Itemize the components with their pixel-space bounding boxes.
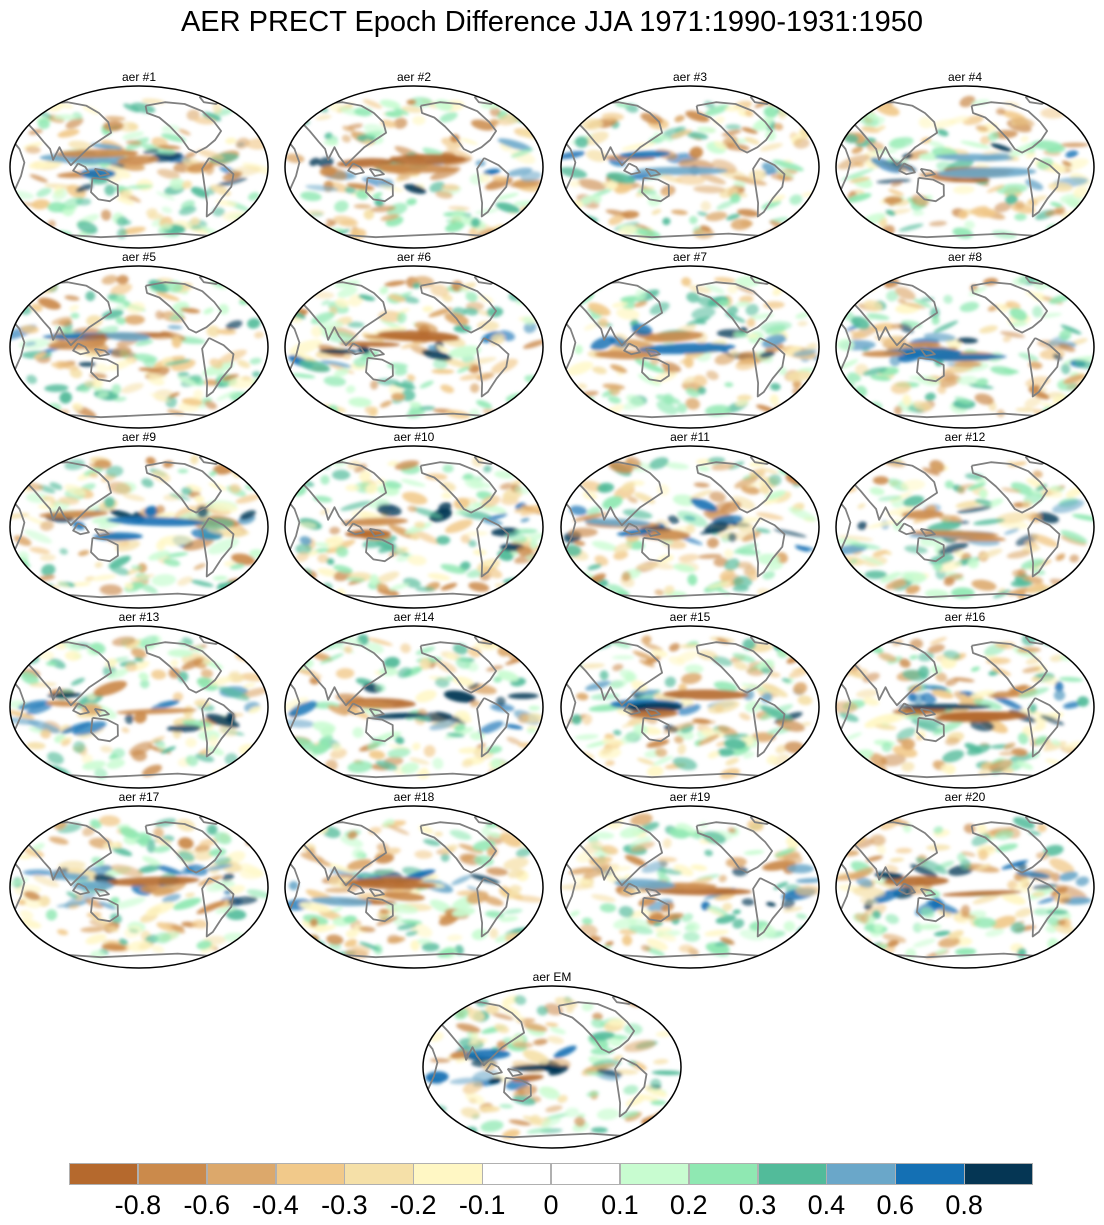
panel-label: aer #9 [121, 430, 157, 444]
map-figure [284, 85, 544, 249]
map-figure [9, 265, 269, 429]
colorbar-box [137, 1163, 208, 1185]
colorbar-tick-label: -0.6 [183, 1190, 230, 1220]
map-panel: aer #10 [283, 430, 545, 610]
panel-label: aer #20 [944, 790, 986, 804]
map-panel: aer #14 [283, 610, 545, 790]
colorbar-box [413, 1163, 483, 1185]
panel-label: aer #10 [393, 430, 435, 444]
colorbar-tick-label: 0.1 [601, 1190, 639, 1220]
map-panel: aer #19 [559, 790, 821, 970]
colorbar-box [551, 1163, 621, 1185]
panel-label: aer #12 [944, 430, 986, 444]
map-panel: aer #1 [8, 70, 270, 250]
colorbar-tick-label: -0.3 [321, 1190, 368, 1220]
map-figure [560, 445, 820, 609]
panel-label: aer #17 [118, 790, 160, 804]
map-panel: aer #16 [834, 610, 1096, 790]
colorbar-box [69, 1163, 139, 1185]
panel-label: aer #14 [393, 610, 435, 624]
map-panel: aer #15 [559, 610, 821, 790]
map-panel: aer #3 [559, 70, 821, 250]
colorbar-box [344, 1163, 414, 1185]
map-panel: aer #6 [283, 250, 545, 430]
map-figure [835, 805, 1095, 969]
colorbar-tick-label: -0.8 [114, 1190, 162, 1220]
colorbar-tick-label: 0.3 [738, 1190, 777, 1220]
map-panel: aer #18 [283, 790, 545, 970]
colorbar-tick-label: 0.2 [669, 1190, 708, 1220]
colorbar-box [619, 1163, 690, 1185]
colorbar-box [895, 1163, 965, 1185]
colorbar-box [688, 1163, 759, 1185]
map-panel: aer #7 [559, 250, 821, 430]
panel-label: aer #6 [396, 250, 432, 264]
map-panel: aer #5 [8, 250, 270, 430]
panel-label: aer #3 [672, 70, 708, 84]
map-panel: aer #9 [8, 430, 270, 610]
panel-label: aer EM [532, 970, 572, 984]
map-panel: aer #4 [834, 70, 1096, 250]
panel-label: aer #18 [393, 790, 435, 804]
map-figure [9, 625, 269, 789]
map-figure [9, 85, 269, 249]
colorbar-box [206, 1163, 277, 1185]
colorbar-tick-label: -0.2 [390, 1190, 437, 1220]
figure-title: AER PRECT Epoch Difference JJA 1971:1990… [180, 6, 924, 38]
panel-label: aer #15 [669, 610, 711, 624]
map-panel-ensemble-mean: aer EM [421, 970, 683, 1150]
map-panel: aer #20 [834, 790, 1096, 970]
map-figure [284, 265, 544, 429]
map-figure [9, 445, 269, 609]
panel-label: aer #16 [944, 610, 986, 624]
map-panel: aer #17 [8, 790, 270, 970]
panel-label: aer #19 [669, 790, 711, 804]
map-panel: aer #13 [8, 610, 270, 790]
map-figure [284, 805, 544, 969]
map-figure [835, 445, 1095, 609]
map-figure [560, 265, 820, 429]
map-panel: aer #8 [834, 250, 1096, 430]
colorbar [69, 1163, 1034, 1187]
colorbar-tick-label: 0.4 [807, 1190, 846, 1220]
panel-label: aer #2 [396, 70, 432, 84]
colorbar-box [482, 1163, 552, 1185]
colorbar-tick-label: 0.8 [945, 1190, 983, 1220]
map-figure [835, 85, 1095, 249]
colorbar-box [757, 1163, 827, 1185]
panel-label: aer #7 [672, 250, 708, 264]
map-panel: aer #11 [559, 430, 821, 610]
map-panel: aer #12 [834, 430, 1096, 610]
map-figure [560, 85, 820, 249]
map-figure [835, 265, 1095, 429]
map-figure [422, 985, 682, 1149]
map-panel: aer #2 [283, 70, 545, 250]
panel-label: aer #13 [118, 610, 160, 624]
colorbar-tick-label: -0.4 [252, 1190, 299, 1220]
map-figure [560, 625, 820, 789]
map-figure [835, 625, 1095, 789]
colorbar-box [964, 1163, 1034, 1185]
panel-label: aer #4 [947, 70, 983, 84]
map-figure [284, 625, 544, 789]
colorbar-box [826, 1163, 896, 1185]
map-figure [9, 805, 269, 969]
panel-label: aer #1 [121, 70, 157, 84]
map-figure [284, 445, 544, 609]
colorbar-tick-label: 0.6 [876, 1190, 915, 1220]
panel-label: aer #11 [670, 430, 710, 444]
map-figure [560, 805, 820, 969]
panel-label: aer #8 [947, 250, 983, 264]
panel-label: aer #5 [121, 250, 157, 264]
colorbar-box [275, 1163, 345, 1185]
colorbar-tick-label: 0 [543, 1190, 559, 1220]
colorbar-tick-label: -0.1 [458, 1190, 506, 1220]
